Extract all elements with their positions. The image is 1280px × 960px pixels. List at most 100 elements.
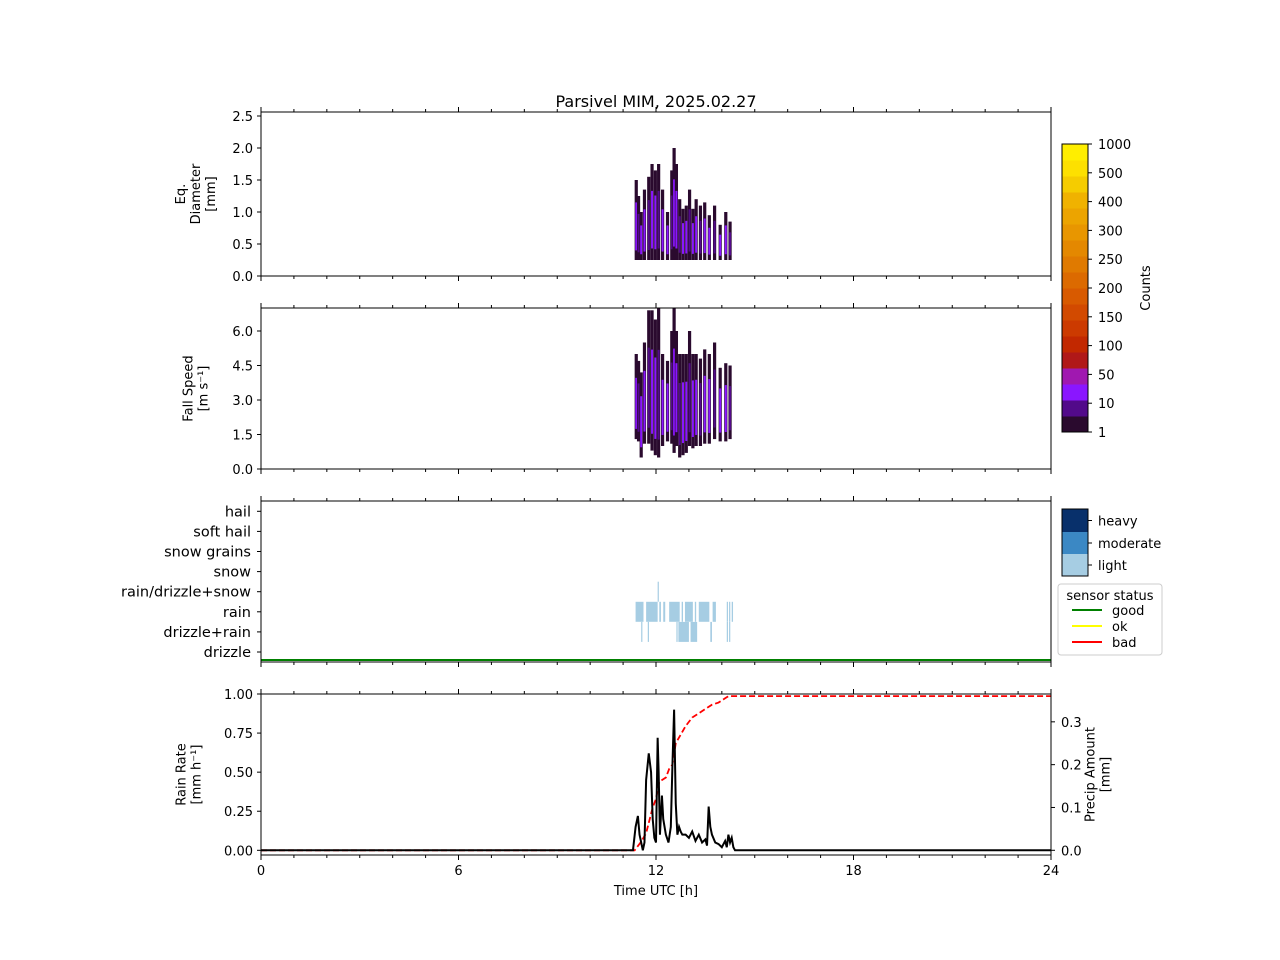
precip-cell bbox=[676, 621, 678, 642]
diameter-core bbox=[673, 179, 676, 247]
precip-cell bbox=[694, 601, 697, 622]
colorbar-tick-label: 1 bbox=[1098, 426, 1106, 441]
precip-cell bbox=[635, 601, 644, 622]
intensity-swatch bbox=[1062, 554, 1088, 576]
status-legend-label: bad bbox=[1112, 636, 1136, 651]
precip-cell bbox=[681, 601, 683, 622]
precip-cell bbox=[690, 621, 698, 642]
fallspeed-core bbox=[713, 369, 716, 428]
diameter-core bbox=[695, 216, 698, 253]
fallspeed-core bbox=[651, 349, 654, 434]
colorbar-segment bbox=[1062, 144, 1088, 161]
diameter-core bbox=[643, 209, 646, 252]
y-tick-label: 0.75 bbox=[224, 727, 253, 742]
y-tick-label: 1.5 bbox=[232, 429, 253, 444]
diameter-core bbox=[637, 213, 640, 253]
precip-cell bbox=[641, 621, 643, 642]
y-tick-label: 0.50 bbox=[224, 766, 253, 781]
colorbar-segment bbox=[1062, 320, 1088, 337]
fallspeed-core bbox=[654, 357, 657, 439]
diameter-ylabel: Eq. bbox=[174, 184, 189, 205]
diameter-ylabel: Diameter bbox=[189, 163, 204, 224]
y2-tick-label: 0.1 bbox=[1061, 801, 1082, 816]
intensity-label: moderate bbox=[1098, 537, 1161, 552]
category-label: rain/drizzle+snow bbox=[121, 585, 251, 601]
fallspeed-core bbox=[695, 379, 698, 435]
precip-cell bbox=[657, 581, 659, 602]
precip-amount-ylabel: [mm] bbox=[1099, 757, 1114, 792]
precip-cell bbox=[710, 621, 712, 642]
intensity-label: heavy bbox=[1098, 515, 1138, 530]
colorbar-tick-label: 250 bbox=[1098, 253, 1123, 268]
x-tick-label: 6 bbox=[454, 864, 462, 879]
intensity-swatch bbox=[1062, 532, 1088, 554]
y-tick-label: 1.00 bbox=[224, 688, 253, 703]
precip-cell bbox=[647, 621, 649, 642]
x-tick-label: 12 bbox=[648, 864, 665, 879]
y-tick-label: 4.5 bbox=[232, 360, 253, 375]
y-tick-label: 2.0 bbox=[232, 142, 253, 157]
diameter-core bbox=[708, 227, 711, 255]
y-tick-label: 3.0 bbox=[232, 394, 253, 409]
colorbar-segment bbox=[1062, 256, 1088, 273]
fallspeed-core bbox=[647, 347, 650, 428]
y-tick-label: 6.0 bbox=[232, 325, 253, 340]
precip-cell bbox=[663, 601, 666, 622]
y2-tick-label: 0.2 bbox=[1061, 759, 1082, 774]
diameter-core bbox=[724, 225, 727, 255]
diameter-core bbox=[657, 190, 660, 249]
colorbar-tick-label: 200 bbox=[1098, 282, 1123, 297]
fallspeed-core bbox=[640, 396, 643, 448]
fallspeed-core bbox=[661, 379, 664, 435]
y-tick-label: 0.0 bbox=[232, 463, 253, 478]
fallspeed-core bbox=[673, 348, 676, 436]
fallspeed-core bbox=[703, 375, 706, 433]
y-tick-label: 0.5 bbox=[232, 238, 253, 253]
diameter-ylabel: [mm] bbox=[204, 176, 219, 211]
y2-tick-label: 0.0 bbox=[1061, 844, 1082, 859]
figure-title: Parsivel MIM, 2025.02.27 bbox=[555, 92, 756, 111]
rainrate-ylabel: Rain Rate bbox=[175, 743, 190, 806]
colorbar-label: Counts bbox=[1139, 265, 1154, 311]
colorbar-segment bbox=[1062, 368, 1088, 385]
colorbar-segment bbox=[1062, 352, 1088, 369]
diameter-core bbox=[685, 220, 688, 254]
colorbar-segment bbox=[1062, 192, 1088, 209]
fallspeed-core bbox=[719, 388, 722, 433]
precip-cell bbox=[726, 621, 728, 642]
y2-tick-label: 0.3 bbox=[1061, 716, 1082, 731]
fallspeed-core bbox=[637, 383, 640, 432]
y-tick-label: 1.5 bbox=[232, 174, 253, 189]
colorbar-segment bbox=[1062, 304, 1088, 321]
category-label: drizzle+rain bbox=[163, 625, 251, 641]
precip-cell bbox=[669, 601, 680, 622]
diameter-core bbox=[703, 218, 706, 254]
y-tick-label: 0.0 bbox=[232, 270, 253, 285]
y-tick-label: 0.25 bbox=[224, 805, 253, 820]
precip-cell bbox=[678, 621, 689, 642]
colorbar-segment bbox=[1062, 288, 1088, 305]
diameter-core bbox=[729, 232, 732, 256]
x-tick-label: 18 bbox=[845, 864, 862, 879]
status-legend-title: sensor status bbox=[1066, 589, 1153, 604]
precip-cell bbox=[729, 601, 731, 622]
x-axis-label: Time UTC [h] bbox=[613, 884, 698, 899]
diameter-core bbox=[640, 225, 643, 255]
diameter-core bbox=[678, 216, 681, 253]
y-tick-label: 2.5 bbox=[232, 110, 253, 125]
diameter-core bbox=[635, 202, 638, 251]
x-tick-label: 0 bbox=[257, 864, 265, 879]
rainrate-ylabel: [mm h⁻¹] bbox=[190, 745, 205, 805]
precip-frame bbox=[260, 500, 1052, 663]
colorbar-segment bbox=[1062, 336, 1088, 353]
diameter-core bbox=[661, 209, 664, 252]
diameter-core bbox=[688, 209, 691, 252]
intensity-label: light bbox=[1098, 559, 1127, 574]
diameter-core bbox=[713, 220, 716, 254]
category-label: rain bbox=[223, 605, 251, 621]
colorbar-tick-label: 10 bbox=[1098, 397, 1115, 412]
fallspeed-core bbox=[666, 383, 669, 432]
diameter-core bbox=[699, 220, 702, 254]
colorbar-segment bbox=[1062, 224, 1088, 241]
